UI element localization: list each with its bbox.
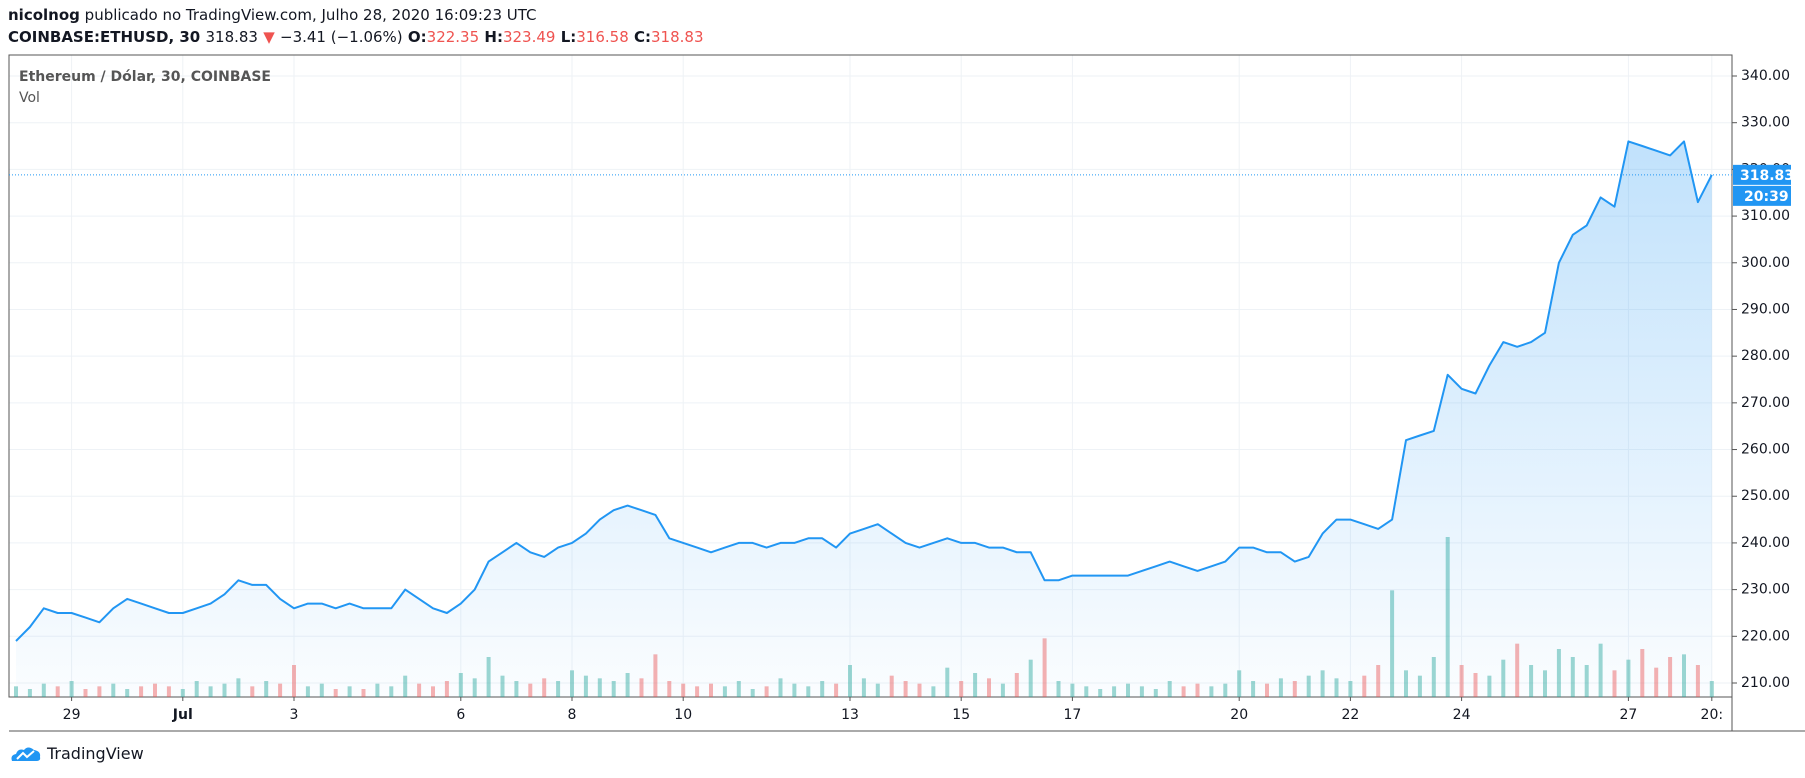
- y-tick-label: 210.00: [1741, 675, 1790, 691]
- x-tick-label: 20: [1230, 707, 1248, 723]
- publish-line: nicolnog publicado no TradingView.com, J…: [8, 6, 537, 24]
- x-tick-label: 27: [1619, 707, 1637, 723]
- x-tick-label: 20:: [1701, 707, 1724, 723]
- open-label: O:: [407, 28, 427, 46]
- x-tick-label: 13: [841, 707, 859, 723]
- y-tick-label: 300.00: [1741, 255, 1790, 271]
- last: 318.83: [205, 28, 258, 46]
- x-tick-label: 6: [456, 707, 465, 723]
- high: 323.49: [502, 28, 556, 46]
- legend-title: Ethereum / Dólar, 30, COINBASE: [19, 69, 271, 85]
- arrow: ▼: [263, 28, 275, 46]
- y-tick-label: 250.00: [1741, 488, 1790, 504]
- legend-volume: Vol: [19, 90, 40, 106]
- y-tick-label: 260.00: [1741, 442, 1790, 458]
- y-tick-label: 220.00: [1741, 628, 1790, 644]
- y-tick-label: 290.00: [1741, 301, 1790, 317]
- countdown-label: 20:39: [1744, 189, 1789, 205]
- published: publicado no TradingView.com, Julho 28, …: [84, 6, 537, 24]
- x-tick-label: 29: [63, 707, 81, 723]
- symbol: COINBASE:ETHUSD, 30: [8, 28, 201, 46]
- close: 318.83: [651, 28, 704, 46]
- y-tick-label: 280.00: [1741, 348, 1790, 364]
- y-tick-label: 240.00: [1741, 535, 1790, 551]
- author: nicolnog: [8, 6, 80, 24]
- quote-line: COINBASE:ETHUSD, 30 318.83 ▼ −3.41 (−1.0…: [8, 28, 704, 46]
- x-tick-label: 15: [952, 707, 970, 723]
- x-tick-label: 22: [1341, 707, 1359, 723]
- footer: TradingView: [10, 744, 144, 763]
- low-label: L:: [560, 28, 577, 46]
- close-label: C:: [633, 28, 651, 46]
- low: 316.58: [576, 28, 629, 46]
- last-price-box: [1733, 164, 1791, 185]
- y-tick-label: 330.00: [1741, 115, 1790, 131]
- logo: [11, 747, 41, 761]
- high-label: H:: [484, 28, 503, 46]
- y-tick-label: 270.00: [1741, 395, 1790, 411]
- change: −3.41 (−1.06%): [280, 28, 403, 46]
- x-tick-label: 17: [1063, 707, 1081, 723]
- x-tick-label: 3: [290, 707, 299, 723]
- open: 322.35: [426, 28, 480, 46]
- price-area: [16, 141, 1712, 697]
- y-tick-label: 230.00: [1741, 582, 1790, 598]
- brand: TradingView: [47, 744, 144, 763]
- x-tick-label: 10: [674, 707, 692, 723]
- x-tick-label: 24: [1453, 707, 1471, 723]
- last-price-label: 318.83: [1740, 168, 1794, 184]
- x-tick-label: Jul: [172, 707, 193, 723]
- x-tick-label: 8: [568, 707, 577, 723]
- countdown-box: [1733, 185, 1791, 206]
- y-tick-label: 340.00: [1741, 68, 1790, 84]
- y-tick-label: 310.00: [1741, 208, 1790, 224]
- price-line: [15, 140, 1713, 642]
